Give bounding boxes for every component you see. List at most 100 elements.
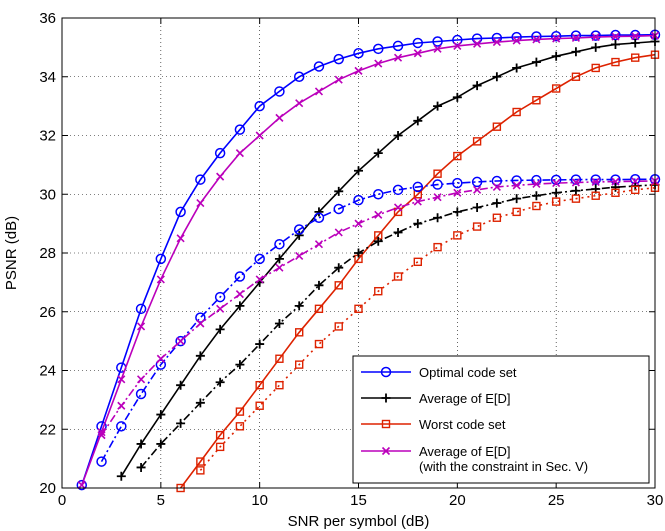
data-point (413, 257, 422, 267)
data-point (374, 210, 383, 219)
data-point (611, 177, 620, 186)
data-point (631, 32, 640, 41)
data-point (235, 149, 244, 158)
data-point (610, 39, 620, 49)
series-line (179, 53, 656, 489)
data-point (373, 189, 384, 200)
data-point (155, 359, 167, 370)
legend: Optimal code set Average of E[D] Worst cod… (352, 355, 650, 484)
data-point (76, 479, 88, 491)
data-point (413, 219, 423, 229)
data-point (631, 185, 640, 195)
y-tick-label: 22 (39, 421, 56, 438)
data-point (254, 253, 265, 265)
data-point (175, 206, 186, 218)
legend-entry-4: Average of E[D](with the constraint in S… (361, 444, 588, 474)
data-point (353, 48, 364, 59)
data-point (471, 176, 483, 188)
data-point (196, 198, 205, 208)
data-point (354, 166, 363, 176)
legend-entries: Optimal code set Average of E[D] Worst cod… (361, 365, 588, 474)
data-point (295, 251, 304, 261)
data-point (413, 197, 422, 206)
legend-label-line2: (with the constraint in Sec. V) (419, 459, 588, 474)
data-point (591, 177, 600, 186)
data-point (571, 194, 581, 203)
y-tick-label: 24 (39, 363, 56, 380)
data-point (512, 181, 521, 190)
data-point (354, 219, 363, 228)
series-line (100, 178, 655, 462)
data-point (354, 248, 363, 258)
axis-ticks: 0 5 10 15 20 25 30 20 22 24 26 28 30 32 34 36 (39, 10, 663, 509)
data-point (215, 430, 225, 440)
data-point (254, 100, 265, 112)
data-point (176, 234, 185, 243)
data-point (551, 51, 561, 61)
data-point (571, 72, 581, 81)
data-point (433, 213, 443, 223)
data-point (275, 263, 284, 272)
data-point (314, 280, 324, 290)
data-point (117, 401, 126, 410)
data-point (274, 254, 284, 264)
data-point (631, 177, 640, 186)
data-point (591, 33, 600, 42)
data-point (97, 428, 106, 437)
data-point (610, 182, 620, 192)
data-point (334, 75, 343, 84)
data-point (314, 240, 324, 249)
x-tick-label: 5 (157, 492, 165, 509)
data-point (373, 43, 384, 55)
data-point (473, 185, 482, 194)
data-point (117, 375, 126, 384)
data-point (392, 184, 404, 196)
data-point (512, 107, 521, 117)
data-point (591, 63, 600, 73)
data-point (353, 194, 364, 206)
data-point (255, 401, 264, 410)
data-point (374, 286, 383, 296)
data-point (453, 231, 462, 240)
series-layer (76, 29, 661, 493)
data-point (611, 32, 620, 41)
data-point (532, 96, 541, 105)
data-point (176, 418, 186, 428)
data-point (96, 456, 107, 467)
data-point (175, 335, 186, 347)
data-point (156, 275, 165, 284)
data-point (215, 442, 225, 452)
data-point (334, 263, 344, 273)
data-point (433, 44, 442, 53)
data-point (473, 39, 482, 48)
data-point (196, 457, 205, 466)
data-point (295, 328, 304, 337)
data-point (393, 53, 403, 62)
data-point (590, 174, 601, 185)
data-point (293, 71, 305, 82)
legend-marker (380, 366, 392, 378)
x-axis-label: SNR per symbol (dB) (288, 513, 430, 530)
data-point (235, 360, 245, 370)
legend-marker (381, 393, 391, 403)
data-point (492, 182, 501, 191)
legend-box (352, 355, 650, 484)
data-point (313, 61, 325, 72)
data-point (571, 47, 581, 57)
data-point (491, 175, 503, 187)
data-point (472, 81, 482, 91)
data-point (314, 207, 324, 217)
data-point (571, 186, 581, 196)
data-point (195, 312, 206, 323)
data-point (294, 301, 304, 311)
data-point (314, 87, 324, 96)
data-point (512, 63, 522, 73)
data-point (492, 122, 502, 131)
data-point (313, 212, 325, 223)
series-6 (136, 180, 660, 472)
data-point (274, 238, 285, 250)
data-point (275, 113, 284, 122)
data-point (413, 49, 422, 58)
data-point (334, 281, 343, 290)
x-tick-label: 30 (647, 492, 664, 509)
